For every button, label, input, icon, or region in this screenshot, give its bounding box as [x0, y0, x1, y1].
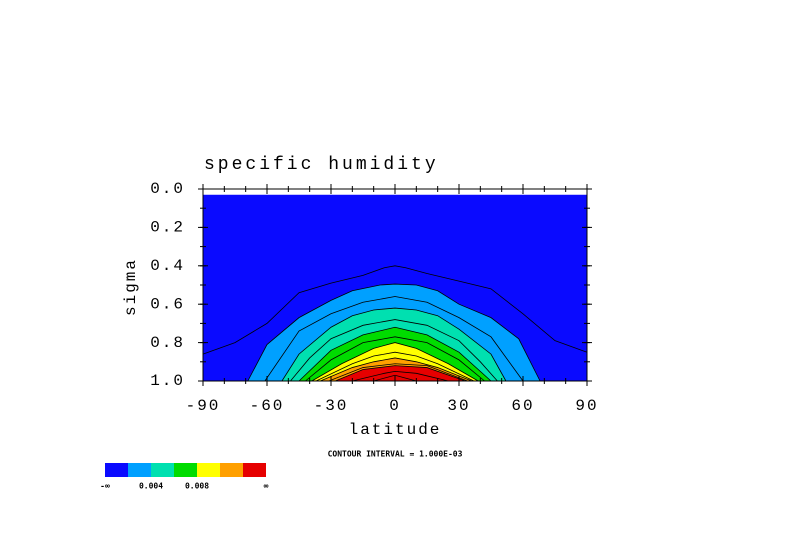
- colorbar-box: [128, 463, 151, 477]
- contour-line: [352, 370, 449, 382]
- x-tick-label: 90: [575, 397, 598, 415]
- y-tick-label: 0.2: [150, 219, 185, 237]
- contour-line: [281, 307, 507, 382]
- x-tick-label: -30: [314, 397, 349, 415]
- contour-line: [320, 357, 472, 382]
- x-tick-label: 30: [447, 397, 470, 415]
- colorbar-label: ∞: [264, 482, 269, 491]
- x-tick-label: -90: [186, 397, 221, 415]
- contour-line: [305, 336, 485, 382]
- x-tick-label: 60: [511, 397, 534, 415]
- y-tick-label: 0.4: [150, 257, 185, 275]
- y-tick-label: 0.6: [150, 295, 185, 313]
- colorbar-box: [243, 463, 266, 477]
- colorbar-box: [105, 463, 128, 477]
- colorbar-box: [197, 463, 220, 477]
- colorbar-label: -∞: [100, 482, 110, 491]
- contour-line: [290, 319, 498, 382]
- contour-line: [202, 265, 588, 355]
- chart-title: specific humidity: [204, 155, 439, 175]
- colorbar-box: [220, 463, 243, 477]
- contour-line: [373, 374, 417, 382]
- y-axis-label: sigma: [122, 258, 140, 316]
- contour-interval: CONTOUR INTERVAL = 1.000E-03: [328, 450, 463, 459]
- colorbar-box: [151, 463, 174, 477]
- contour-line: [335, 365, 466, 382]
- colorbar-box: [174, 463, 197, 477]
- x-tick-label: -60: [250, 397, 285, 415]
- x-axis-label: latitude: [349, 421, 442, 439]
- contour-line: [315, 351, 475, 382]
- y-tick-label: 1.0: [150, 372, 185, 390]
- y-tick-label: 0.0: [150, 180, 185, 198]
- contour-line: [264, 296, 524, 382]
- contour-line: [311, 342, 479, 382]
- contour-line: [298, 326, 492, 382]
- colorbar-label: 0.004: [139, 482, 163, 491]
- contour-line: [247, 283, 541, 382]
- y-tick-label: 0.8: [150, 334, 185, 352]
- x-tick-label: 0: [389, 397, 401, 415]
- contour-line: [328, 363, 468, 382]
- colorbar-label: 0.008: [185, 482, 209, 491]
